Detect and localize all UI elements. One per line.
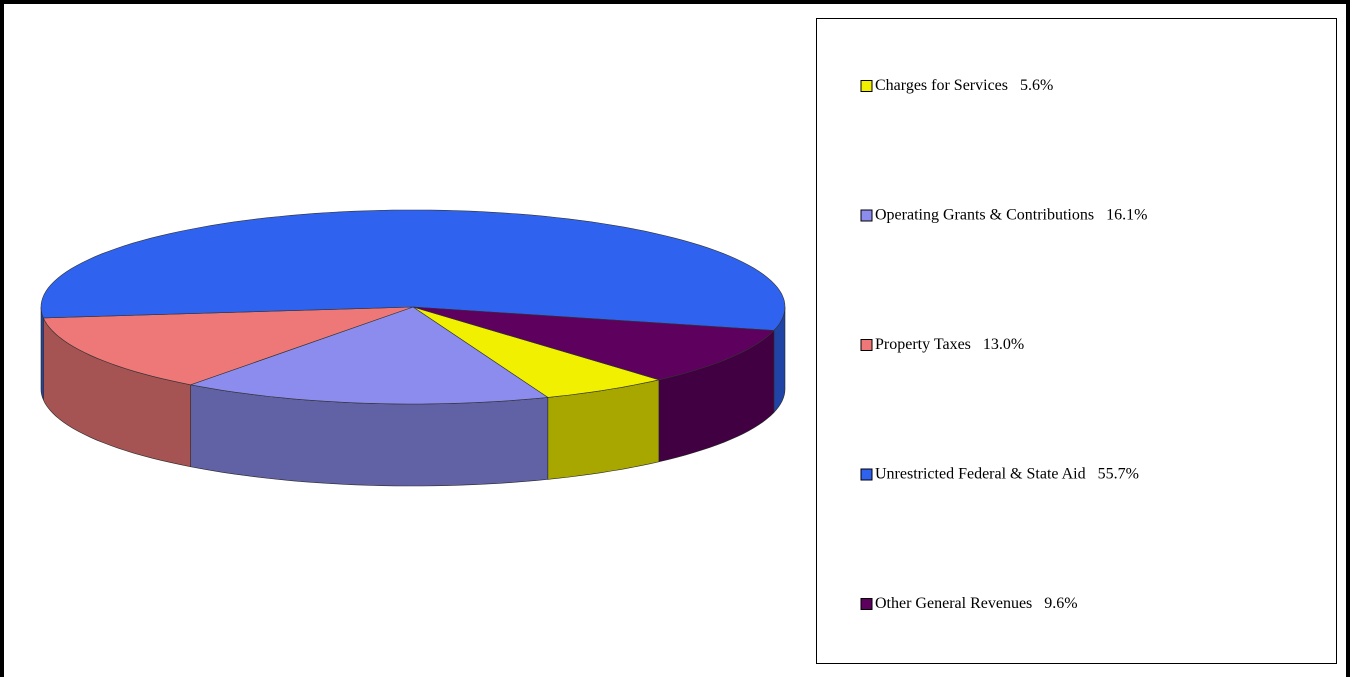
- legend-name: Operating Grants & Contributions: [875, 206, 1094, 223]
- legend-swatch: [860, 468, 873, 481]
- side-shade: [190, 384, 548, 486]
- side-shade: [547, 379, 659, 480]
- legend-swatch: [860, 80, 873, 92]
- legend-label: Property Taxes 13.0%: [875, 336, 1024, 353]
- slice: [42, 306, 414, 386]
- slice: [189, 306, 549, 405]
- legend-value: 5.6%: [1020, 77, 1053, 94]
- side-shade: [659, 330, 774, 462]
- legend-value: 55.7%: [1098, 465, 1139, 482]
- legend-value: 13.0%: [983, 336, 1024, 353]
- side-shade: [773, 307, 785, 413]
- legend-value: 9.6%: [1044, 595, 1077, 612]
- legend-name: Unrestricted Federal & State Aid: [875, 465, 1086, 482]
- slice: [412, 306, 661, 398]
- legend-name: Property Taxes: [875, 336, 971, 353]
- legend-label: Other General Revenues 9.6%: [875, 595, 1078, 612]
- legend-swatch: [860, 209, 873, 222]
- legend: Charges for Services 5.6% Operating Grants…: [860, 77, 1147, 612]
- side-shade: [41, 307, 44, 400]
- legend-name: Other General Revenues: [875, 595, 1032, 612]
- legend-swatch: [860, 598, 873, 610]
- legend-label: Operating Grants & Contributions 16.1%: [875, 206, 1147, 223]
- legend-name: Charges for Services: [875, 77, 1008, 94]
- legend-swatch: [860, 339, 873, 351]
- slice: [412, 306, 775, 381]
- legend-value: 16.1%: [1106, 206, 1147, 223]
- legend-label: Unrestricted Federal & State Aid 55.7%: [875, 465, 1139, 482]
- legend-box: [816, 18, 1337, 664]
- side-shade: [43, 317, 191, 467]
- slice: [40, 209, 786, 331]
- pie: [40, 209, 786, 487]
- legend-label: Charges for Services 5.6%: [875, 77, 1053, 94]
